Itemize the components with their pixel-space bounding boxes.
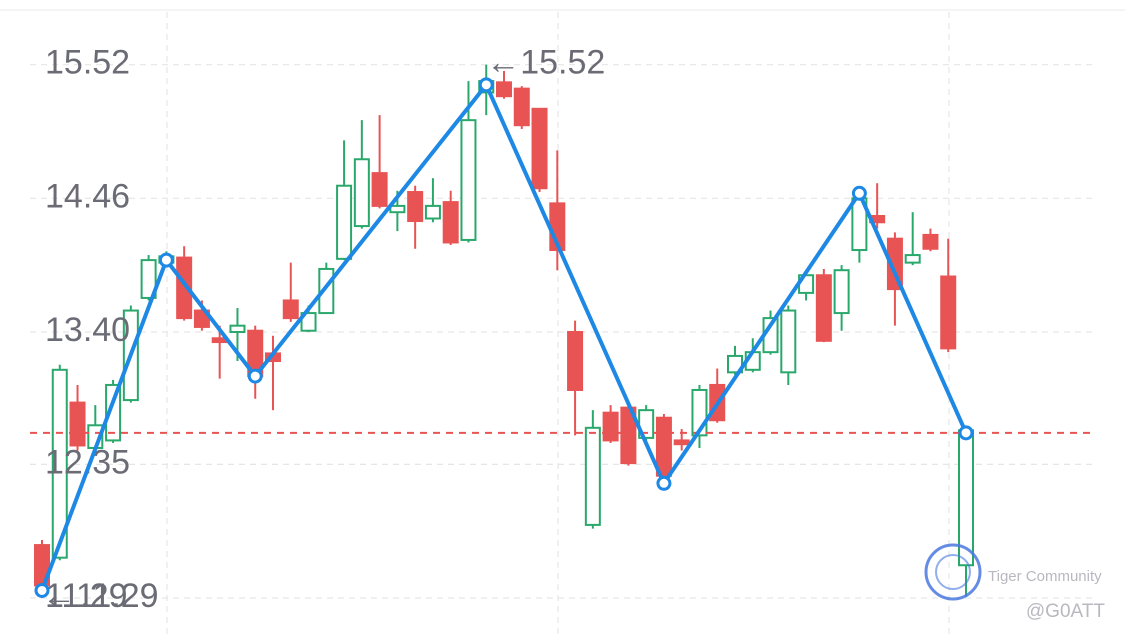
candle-body xyxy=(940,275,957,350)
logo xyxy=(924,543,982,601)
zigzag-point xyxy=(34,582,50,598)
candle-body xyxy=(815,274,832,342)
candle-body xyxy=(496,81,512,98)
candle-body xyxy=(904,254,921,264)
zigzag-point xyxy=(656,475,672,491)
candle-body xyxy=(300,312,317,332)
y-tick-label: 12.35 xyxy=(45,443,130,481)
candle-body xyxy=(602,411,619,442)
zigzag-point xyxy=(247,368,263,384)
candle-body xyxy=(51,368,68,559)
candle-body xyxy=(389,204,406,214)
candle-body xyxy=(833,269,850,315)
grid xyxy=(30,64,1095,599)
candle-body xyxy=(282,299,299,320)
candle-body xyxy=(69,401,86,447)
candle-body xyxy=(424,204,441,220)
candle-body xyxy=(442,201,459,244)
candle-body xyxy=(584,426,601,526)
y-tick-label: 14.46 xyxy=(45,177,130,215)
zigzag-point xyxy=(478,77,494,93)
y-tick-label: 15.52 xyxy=(45,44,130,82)
candle-body xyxy=(655,416,672,477)
candle-body xyxy=(140,259,157,299)
candle-body xyxy=(371,172,388,207)
candle-body xyxy=(176,256,193,320)
zigzag-point xyxy=(958,425,974,441)
candle-body xyxy=(567,330,584,391)
extreme-label: ←11.29 xyxy=(42,577,159,615)
candle-body xyxy=(531,107,548,190)
zigzag-point xyxy=(851,185,867,201)
candles xyxy=(34,64,974,599)
overlay: 15.52 14.46 13.40 12.35 11.29 ←15.52 ←11.29 xyxy=(30,44,1095,615)
candle-body xyxy=(105,383,122,442)
candle-body xyxy=(673,439,690,446)
y-tick-label: 13.40 xyxy=(45,311,130,349)
candle-body xyxy=(780,309,797,374)
y-tick-label: 11.29 xyxy=(45,577,128,615)
logo-inner xyxy=(935,554,971,590)
candle-body xyxy=(336,184,353,260)
candle-body xyxy=(229,324,246,333)
logo-ring xyxy=(924,543,982,601)
candle-body xyxy=(513,87,530,127)
candle-body xyxy=(922,233,939,250)
extreme-label: ←15.52 xyxy=(486,44,605,82)
zigzag-point xyxy=(158,252,174,268)
candle-body xyxy=(353,158,370,228)
candle-body xyxy=(460,119,477,241)
watermark-brand: Tiger Community xyxy=(988,568,1102,585)
candle-body xyxy=(407,191,424,223)
watermark-user: @G0ATT xyxy=(1026,601,1106,622)
